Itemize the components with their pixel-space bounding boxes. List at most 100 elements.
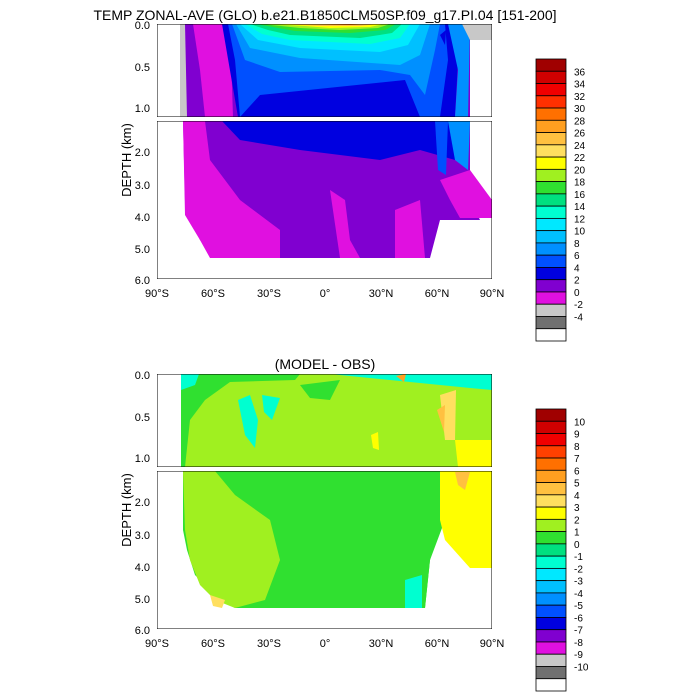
colorbar-label: 9 — [574, 430, 580, 441]
panel-2-y-tick: 0.0 — [135, 370, 150, 382]
colorbar-label: -7 — [574, 626, 583, 637]
colorbar-swatch — [535, 132, 567, 146]
colorbar-swatch — [535, 70, 567, 84]
colorbar-label: 3 — [574, 503, 580, 514]
panel-2-upper-field — [157, 374, 492, 467]
colorbar-swatch — [535, 678, 567, 692]
colorbar-label: 32 — [574, 92, 586, 103]
colorbar-label: -4 — [574, 312, 583, 323]
colorbar-label: -2 — [574, 564, 583, 575]
colorbar-label: 6 — [574, 466, 580, 477]
colorbar-swatch — [535, 617, 567, 631]
colorbar-swatch — [535, 457, 567, 471]
panel-1-upper-field — [157, 24, 492, 117]
panel-1-y-tick: 3.0 — [135, 180, 150, 192]
colorbar-swatch — [535, 181, 567, 195]
colorbar-label: -6 — [574, 613, 583, 624]
panel-2-y-tick: 4.0 — [135, 562, 150, 574]
colorbar-swatch — [535, 420, 567, 434]
colorbar-swatch — [535, 567, 567, 582]
panel-2-y-tick: 0.5 — [135, 412, 150, 424]
colorbar-label: 7 — [574, 454, 580, 465]
colorbar-swatch — [535, 433, 567, 447]
colorbar-swatch — [535, 303, 567, 317]
colorbar-label: -8 — [574, 638, 583, 649]
colorbar-swatch — [535, 230, 567, 244]
panel-2-x-tick: 60°S — [201, 638, 225, 650]
colorbar-label: -2 — [574, 300, 583, 311]
colorbar-swatch — [535, 144, 567, 158]
colorbar-swatch — [535, 328, 567, 342]
colorbar-label: 34 — [574, 80, 586, 91]
colorbar-label: 28 — [574, 116, 586, 127]
panel-1-y-axis: 0.0 0.5 1.0 2.0 3.0 4.0 5.0 6.0 DEPTH (k… — [119, 20, 150, 287]
colorbar-label: 30 — [574, 104, 586, 115]
colorbar-label: 10 — [574, 417, 586, 428]
colorbar-label: 10 — [574, 227, 586, 238]
colorbar-swatch — [535, 543, 567, 557]
colorbar-swatch — [535, 217, 567, 232]
colorbar-swatch — [535, 168, 567, 183]
colorbar-label: 4 — [574, 491, 580, 502]
panel-2-x-tick: 30°S — [257, 638, 281, 650]
colorbar-swatch — [535, 653, 567, 667]
panel-2-x-tick: 30°N — [369, 638, 394, 650]
colorbar-swatch — [535, 83, 567, 97]
panel-2-title: (MODEL - OBS) — [275, 356, 376, 372]
colorbar-swatch — [535, 279, 567, 293]
panel-2-lower-field — [157, 471, 492, 629]
panel-2-y-tick: 2.0 — [135, 497, 150, 509]
panel-1-y-tick: 0.5 — [135, 62, 150, 74]
colorbar-swatch — [535, 193, 567, 207]
colorbar-label: 8 — [574, 239, 580, 250]
colorbar-label: 5 — [574, 479, 580, 490]
colorbar-label: -3 — [574, 577, 583, 588]
colorbar-label: 0 — [574, 540, 580, 551]
colorbar-swatch — [535, 592, 567, 606]
colorbar-label: 6 — [574, 251, 580, 262]
colorbar-swatch — [535, 95, 567, 109]
colorbar-swatch — [535, 641, 567, 655]
panel-1-x-tick: 30°N — [369, 288, 394, 300]
panel-1-title: TEMP ZONAL-AVE (GLO) b.e21.B1850CLM50SP.… — [93, 7, 556, 23]
colorbar-label: -4 — [574, 589, 583, 600]
panel-2-y-axis: 0.0 0.5 1.0 2.0 3.0 4.0 5.0 6.0 DEPTH (k… — [119, 370, 150, 637]
panel-1-x-tick: 30°S — [257, 288, 281, 300]
colorbar-swatch — [535, 629, 567, 643]
colorbar-swatch — [535, 666, 567, 680]
panel-1-y-tick: 1.0 — [135, 103, 150, 115]
colorbar-swatch — [535, 107, 567, 121]
panel-difference: (MODEL - OBS) — [119, 356, 589, 692]
colorbar-swatch — [535, 531, 567, 545]
colorbar-label: -9 — [574, 650, 583, 661]
colorbar-swatch — [535, 267, 567, 281]
colorbar-swatch — [535, 316, 567, 330]
colorbar-label: 26 — [574, 129, 586, 140]
colorbar-label: 0 — [574, 288, 580, 299]
colorbar-label: -5 — [574, 601, 583, 612]
colorbar-label: 16 — [574, 190, 586, 201]
colorbar-swatch — [535, 58, 567, 72]
colorbar-swatch — [535, 469, 567, 483]
colorbar-label: 24 — [574, 141, 586, 152]
panel-2-y-tick: 3.0 — [135, 530, 150, 542]
panel-2-x-tick: 60°N — [425, 638, 450, 650]
panel-1-y-tick: 2.0 — [135, 147, 150, 159]
panel-1-y-tick: 4.0 — [135, 212, 150, 224]
panel-1-x-tick: 60°N — [425, 288, 450, 300]
panel-1-x-tick: 0° — [320, 288, 331, 300]
panel-2-y-label: DEPTH (km) — [119, 473, 134, 547]
colorbar-swatch — [535, 205, 567, 219]
colorbar-label: 36 — [574, 67, 586, 78]
colorbar-swatch — [535, 242, 567, 256]
colorbar-label: 12 — [574, 214, 586, 225]
colorbar-label: 22 — [574, 153, 586, 164]
colorbar-swatch — [535, 580, 567, 594]
panel-1-lower-field — [157, 121, 492, 279]
colorbar-label: -10 — [574, 662, 589, 673]
colorbar-swatch — [535, 482, 567, 496]
colorbar-swatch — [535, 445, 567, 459]
